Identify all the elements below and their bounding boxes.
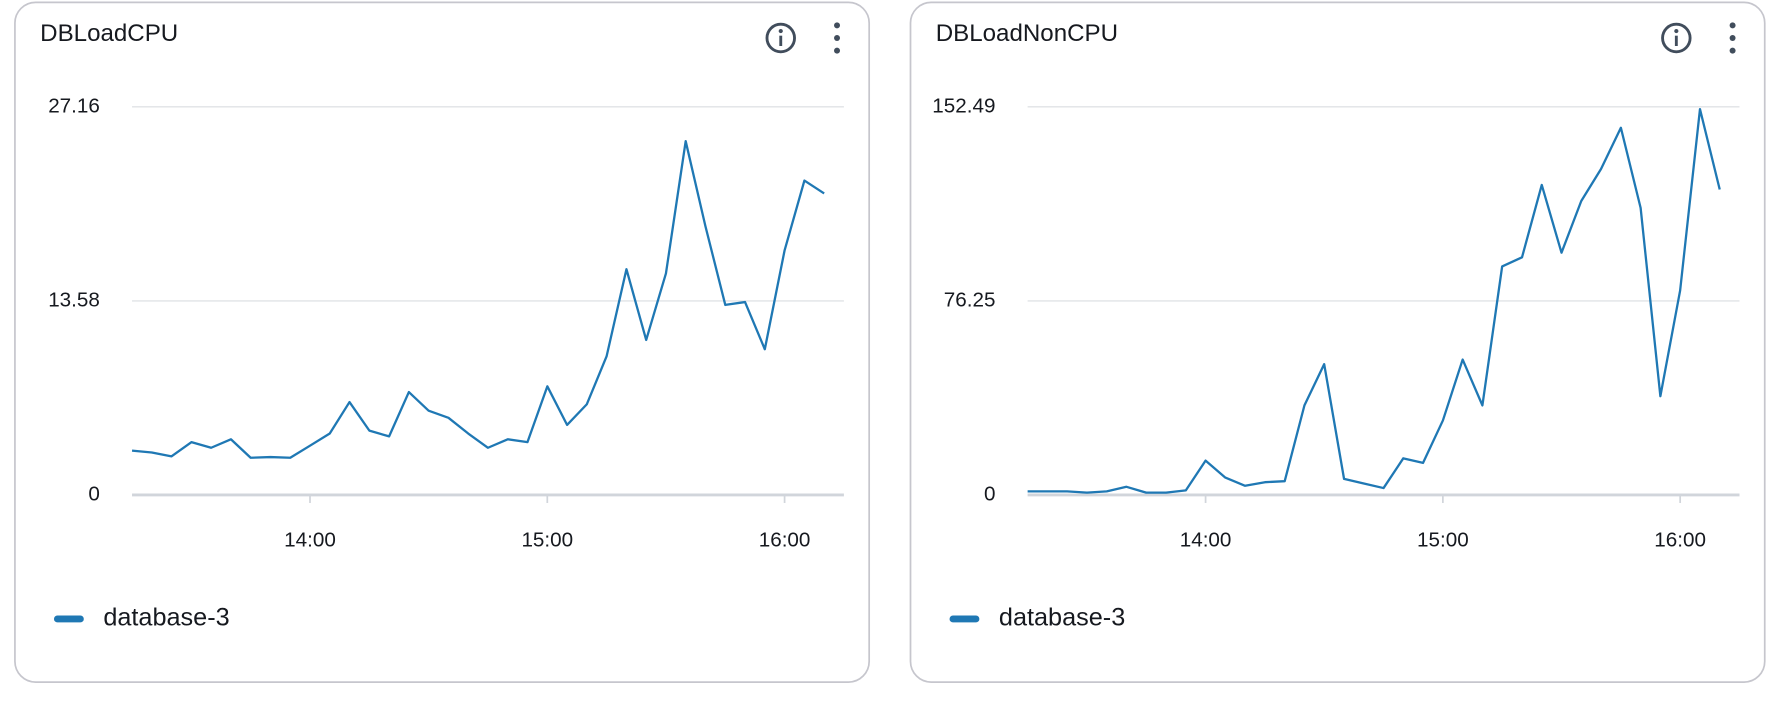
data-line [1027, 108, 1721, 494]
x-tick-label: 14:00 [1180, 528, 1232, 551]
legend-label: database-3 [999, 604, 1125, 632]
y-tick-label: 0 [88, 482, 100, 505]
panel-title: DBLoadCPU [40, 20, 178, 47]
x-tick-label: 14:00 [284, 528, 336, 551]
info-dot [778, 29, 783, 34]
x-tick-label: 15:00 [1417, 528, 1469, 551]
y-tick-label: 76.25 [944, 288, 996, 311]
info-dot [1674, 29, 1679, 34]
panel-title: DBLoadNonCPU [936, 20, 1118, 47]
y-tick-label: 13.58 [48, 288, 100, 311]
y-tick-label: 0 [984, 482, 996, 505]
menu-dot[interactable] [834, 22, 841, 29]
y-tick-label: 152.49 [932, 94, 995, 117]
x-tick-label: 15:00 [521, 528, 573, 551]
menu-dot[interactable] [834, 47, 841, 54]
menu-dot[interactable] [834, 34, 841, 41]
menu-dot[interactable] [1729, 47, 1736, 54]
menu-dot[interactable] [1729, 34, 1736, 41]
info-icon[interactable] [765, 22, 796, 54]
info-icon[interactable] [1661, 22, 1692, 54]
x-tick-label: 16:00 [1654, 528, 1706, 551]
panel [909, 1, 1766, 683]
y-tick-label: 27.16 [48, 94, 100, 117]
menu-dot[interactable] [1729, 22, 1736, 29]
data-line [131, 140, 825, 459]
panel [14, 1, 871, 683]
legend-label: database-3 [103, 604, 229, 632]
x-tick-label: 16:00 [759, 528, 811, 551]
